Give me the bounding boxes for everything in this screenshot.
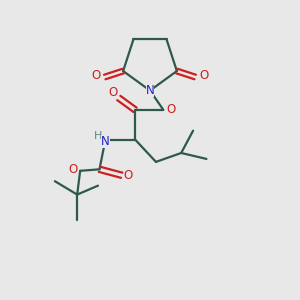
- Text: O: O: [166, 103, 176, 116]
- Text: O: O: [109, 86, 118, 99]
- Text: N: N: [101, 135, 110, 148]
- Text: O: O: [92, 69, 101, 82]
- Text: O: O: [68, 163, 77, 176]
- Text: O: O: [199, 69, 208, 82]
- Text: O: O: [124, 169, 133, 182]
- Text: H: H: [94, 131, 102, 141]
- Text: N: N: [146, 84, 154, 97]
